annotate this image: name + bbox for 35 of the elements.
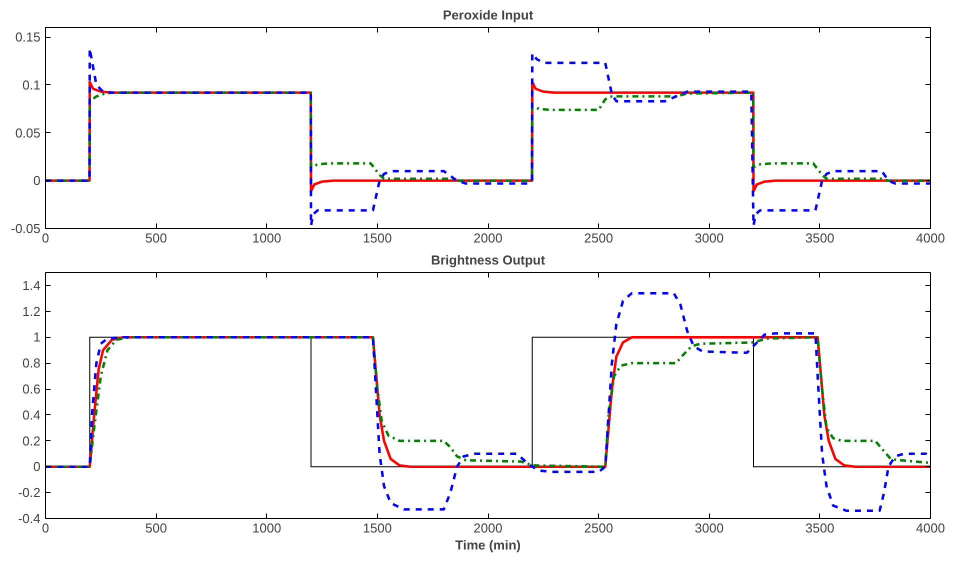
y-tick-label: 0.15 <box>15 30 41 45</box>
y-tick-label: 0.2 <box>22 433 41 448</box>
x-tick-label: 500 <box>145 230 167 246</box>
y-tick-label: -0.05 <box>10 221 41 236</box>
x-tick-label: 1500 <box>362 230 392 246</box>
x-tick-label: 500 <box>145 520 167 536</box>
x-tick-label: 2500 <box>584 520 614 536</box>
x-tick-label: 1000 <box>252 520 282 536</box>
x-axis-title: Time (min) <box>455 538 521 552</box>
x-tick-label: 2000 <box>474 230 502 246</box>
line-series <box>46 292 930 512</box>
y-tick-label: 0.1 <box>22 77 41 92</box>
y-tick-label: 0 <box>33 173 41 188</box>
x-tick-label: 3500 <box>805 520 834 536</box>
y-tick-label: 0.6 <box>22 382 41 397</box>
x-tick-label: 2000 <box>474 520 502 536</box>
y-tick-label: -0.4 <box>18 511 41 526</box>
y-tick-label: 1.2 <box>22 304 41 319</box>
x-tick-label: 1000 <box>252 230 282 246</box>
y-tick-label: 0.05 <box>15 125 41 140</box>
y-tick-label: 0.8 <box>22 356 41 371</box>
x-tick-label: 4000 <box>916 520 945 536</box>
x-tick-label: 3000 <box>694 230 724 246</box>
x-tick-label: 3500 <box>805 230 834 246</box>
x-tick-label: 1500 <box>362 520 392 536</box>
y-tick-label: 1.4 <box>22 278 41 293</box>
y-tick-label: 1 <box>33 330 41 345</box>
chart-title: Peroxide Input <box>442 8 534 22</box>
x-tick-label: 2500 <box>584 230 614 246</box>
chart-title: Brightness Output <box>430 252 546 268</box>
y-tick-label: 0.4 <box>22 407 41 422</box>
y-tick-label: -0.2 <box>18 485 41 500</box>
x-tick-label: 4000 <box>916 230 945 246</box>
y-tick-label: 0 <box>33 459 41 474</box>
x-tick-label: 3000 <box>694 520 724 536</box>
